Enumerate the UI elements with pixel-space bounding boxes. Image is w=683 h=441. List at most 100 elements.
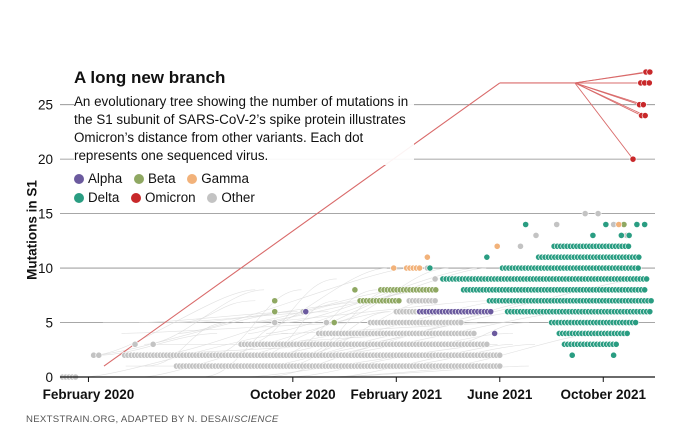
legend-swatch-other [207, 193, 218, 203]
tree-branch [176, 300, 256, 323]
dot-other [532, 231, 540, 239]
dot-delta [612, 340, 620, 348]
y-tick-label: 10 [38, 261, 53, 276]
dot-gamma [416, 264, 423, 272]
dot-other [517, 242, 524, 250]
dot-omicron [639, 101, 647, 109]
dot-delta [623, 330, 631, 337]
x-tick-label: October 2020 [250, 387, 336, 402]
dot-delta [634, 264, 642, 272]
y-tick-label: 0 [45, 370, 53, 385]
dot-gamma [390, 264, 398, 272]
omicron-branch-leaf [574, 82, 644, 106]
dot-delta [602, 221, 610, 228]
dot-beta [395, 297, 403, 305]
y-tick-label: 15 [38, 207, 53, 222]
source-credit: NEXTSTRAIN.ORG, ADAPTED BY N. DESAI/SCIE… [26, 414, 279, 425]
dot-delta [646, 308, 654, 316]
dot-delta [641, 221, 649, 228]
dot-beta [330, 319, 338, 326]
dot-omicron [641, 112, 649, 119]
dot-delta [617, 231, 625, 239]
dot-delta [426, 264, 434, 272]
dot-other [323, 319, 330, 326]
tree-branch [333, 344, 513, 378]
dot-other [483, 340, 491, 348]
tree-branch [121, 322, 362, 334]
dot-omicron [646, 68, 654, 76]
dot-other [496, 362, 504, 370]
legend-label-beta: Beta [147, 171, 176, 186]
dot-gamma [615, 221, 623, 228]
dot-delta [641, 286, 649, 294]
dot-other [553, 221, 561, 228]
tree-branch [284, 267, 478, 323]
omicron-branch-line [103, 82, 501, 367]
legend-label-alpha: Alpha [88, 171, 123, 186]
dot-delta [568, 351, 576, 359]
dot-other [271, 319, 279, 326]
dot-other [131, 340, 139, 348]
dot-omicron [629, 155, 637, 163]
legend-swatch-delta [74, 193, 84, 203]
tree-branch [248, 267, 387, 334]
tree-branch [93, 289, 256, 356]
dot-alpha [302, 308, 310, 316]
dot-gamma [493, 242, 501, 250]
omicron-branch-leaf [574, 82, 634, 160]
y-tick-label: 25 [38, 98, 53, 113]
data-points [59, 68, 655, 381]
tree-branch [144, 289, 265, 345]
legend-label-omicron: Omicron [145, 190, 196, 205]
dot-other [431, 297, 439, 305]
legend: Alpha Beta Gamma Delta Omicron Other [74, 170, 274, 208]
dot-delta [632, 319, 639, 326]
legend-item-delta: Delta [74, 189, 119, 207]
y-tick-label: 20 [38, 152, 53, 167]
legend-swatch-gamma [187, 174, 198, 184]
tree-branch [281, 322, 512, 334]
legend-label-delta: Delta [88, 190, 120, 205]
dot-alpha [487, 308, 495, 316]
dot-other [594, 210, 602, 218]
legend-item-gamma: Gamma [187, 170, 249, 188]
dot-delta [483, 253, 491, 261]
dot-other [431, 275, 439, 283]
dot-delta [625, 231, 633, 239]
tree-branch [329, 267, 449, 323]
legend-item-omicron: Omicron [131, 189, 196, 207]
dot-delta [633, 221, 641, 228]
dot-omicron [645, 79, 653, 87]
dot-other [457, 319, 465, 326]
tree-branch [250, 300, 489, 323]
y-axis-label: Mutations in S1 [24, 180, 40, 280]
dot-delta [635, 253, 643, 261]
credit-text: NEXTSTRAIN.ORG, ADAPTED BY N. DESAI/ [26, 414, 234, 425]
dot-beta [271, 297, 279, 305]
dot-gamma [423, 253, 431, 261]
legend-swatch-omicron [131, 193, 141, 203]
dot-delta [522, 221, 530, 228]
dot-alpha [491, 330, 499, 337]
x-tick-label: February 2020 [43, 387, 135, 402]
tree-branch [443, 333, 601, 367]
x-tick-label: February 2021 [351, 387, 443, 402]
dot-beta [432, 286, 440, 294]
x-tick-label: June 2021 [467, 387, 533, 402]
omicron-branch-leaf [574, 82, 646, 116]
axes: 0 5 10 15 20 25 February 2020 October 2020 Febru… [38, 98, 655, 402]
tree-branch [177, 267, 411, 334]
x-tick-label: October 2021 [560, 387, 646, 402]
tree-branch [201, 322, 290, 378]
dot-delta [643, 275, 650, 283]
dot-other [581, 210, 589, 218]
dot-other [496, 351, 504, 359]
legend-label-gamma: Gamma [201, 171, 249, 186]
legend-item-beta: Beta [133, 170, 176, 188]
omicron-branch-leaf [574, 71, 650, 84]
dot-delta [610, 351, 618, 359]
chart-title: A long new branch [74, 68, 226, 87]
legend-swatch-beta [133, 174, 144, 184]
dot-delta [589, 231, 597, 239]
